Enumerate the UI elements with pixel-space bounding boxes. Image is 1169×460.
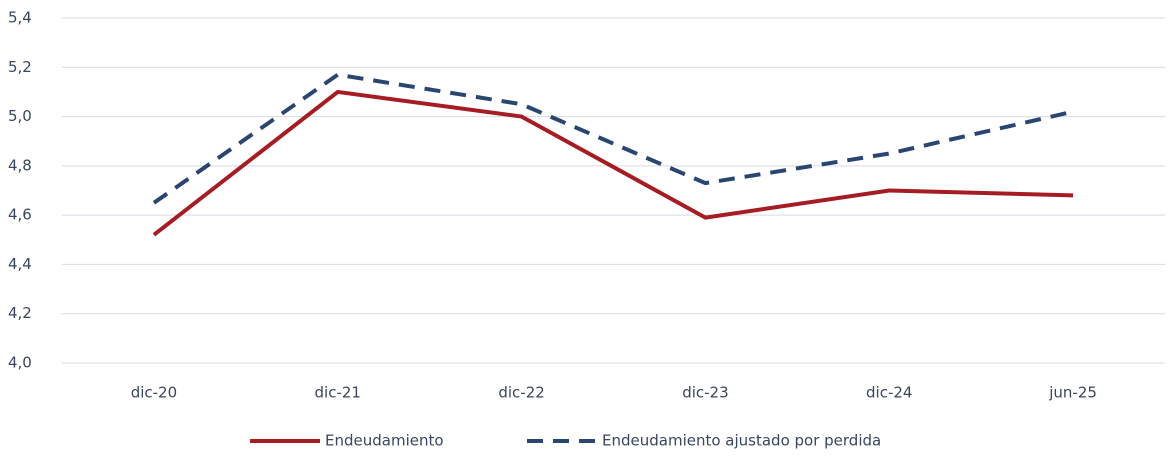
x-tick-label: dic-21 [315, 384, 361, 402]
x-tick-label: jun-25 [1048, 384, 1097, 402]
x-tick-label: dic-20 [131, 384, 177, 402]
y-tick-label: 5,0 [8, 107, 32, 125]
y-tick-label: 4,4 [8, 255, 32, 273]
x-tick-label: dic-22 [498, 384, 544, 402]
y-tick-label: 5,4 [8, 9, 32, 27]
x-tick-label: dic-23 [682, 384, 728, 402]
y-tick-label: 4,8 [8, 156, 32, 174]
x-tick-label: dic-24 [866, 384, 912, 402]
legend-label: Endeudamiento [325, 432, 444, 450]
y-tick-label: 4,6 [8, 206, 32, 224]
y-tick-label: 4,0 [8, 354, 32, 372]
y-tick-label: 5,2 [8, 58, 32, 76]
line-series [152, 72, 1074, 205]
line-series [152, 89, 1074, 237]
y-tick-label: 4,2 [8, 304, 32, 322]
legend-label: Endeudamiento ajustado por perdida [602, 432, 881, 450]
